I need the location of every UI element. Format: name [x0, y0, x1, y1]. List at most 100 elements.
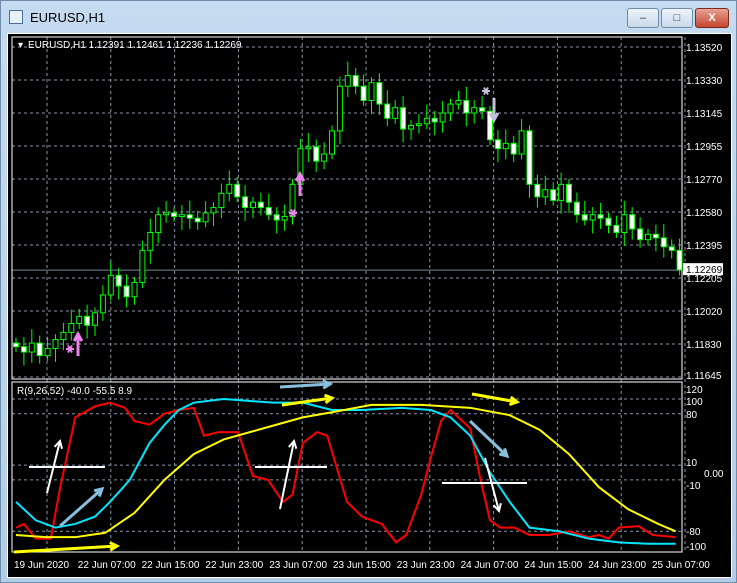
chart-canvas[interactable]: 1.13520 1.13330 1.13145 1.12955 1.12770 1.125…	[8, 34, 731, 577]
trend-arrow-icon	[281, 396, 333, 407]
white-down-arrow-icon	[484, 457, 500, 512]
symbol-ohlc-header: EURUSD,H1 1.12391 1.12461 1.12236 1.1226…	[28, 40, 242, 51]
price-tick-label: 1.12205	[686, 274, 723, 285]
candle-body	[289, 183, 296, 217]
candle-body	[352, 75, 359, 87]
asterisk-stroke	[483, 87, 489, 95]
candle-body	[186, 214, 193, 219]
candle-body	[234, 183, 241, 198]
candle-body	[415, 123, 422, 126]
indicator-pane-frame	[11, 381, 683, 553]
candle-body	[613, 224, 620, 234]
candle-body	[257, 201, 264, 209]
candle-body	[20, 346, 27, 353]
candle-body	[273, 214, 280, 221]
candle-body	[668, 246, 675, 251]
candle-body	[84, 315, 91, 326]
asterisk-signal-icon	[482, 87, 490, 95]
candle-body	[68, 322, 75, 333]
level-tick-label: 100	[686, 397, 703, 408]
white-down-arrow-icon-head	[492, 502, 502, 514]
candle-body	[652, 233, 659, 239]
main-header-icon[interactable]: ▾	[18, 40, 23, 51]
current-price-box	[683, 263, 723, 276]
candle-body	[281, 215, 288, 221]
price-tick-label: 1.13330	[686, 76, 723, 87]
candle-body	[400, 107, 407, 130]
asterisk-signal-icon	[289, 209, 297, 217]
candle-body	[431, 117, 438, 123]
candle-body	[542, 189, 549, 198]
candle-body	[305, 146, 312, 150]
close-button[interactable]: X	[695, 8, 729, 28]
buy-arrow-icon-head	[72, 330, 84, 342]
maximize-button[interactable]: □	[661, 8, 693, 28]
candle-body	[502, 142, 509, 150]
asterisk-stroke	[290, 209, 296, 217]
candle-body	[360, 85, 367, 102]
trend-arrow-icon-head	[323, 393, 336, 404]
candle-body	[408, 124, 414, 130]
candle-body	[676, 249, 683, 271]
candle-body	[131, 281, 138, 298]
time-tick-label: 22 Jun 23:00	[205, 560, 263, 571]
level-tick-label: -100	[686, 542, 706, 553]
candle-body	[265, 207, 272, 216]
level-tick-label: -80	[686, 527, 701, 538]
white-up-arrow-icon	[46, 440, 61, 494]
candle-body	[52, 339, 59, 349]
candle-body	[76, 315, 83, 324]
level-tick-label: 10	[686, 458, 698, 469]
candle-body	[107, 274, 114, 296]
yellow-series-line	[15, 403, 677, 539]
candle-body	[178, 214, 185, 217]
candle-body	[344, 75, 351, 87]
candle-body	[210, 207, 217, 214]
candle-body	[605, 217, 612, 226]
candle-body	[202, 212, 209, 223]
current-price-label: 1.12269	[686, 265, 723, 276]
candle-body	[566, 183, 572, 203]
candle-body	[13, 342, 19, 348]
time-tick-label: 25 Jun 07:00	[652, 560, 710, 571]
candle-body	[99, 294, 106, 314]
time-tick-label: 22 Jun 07:00	[78, 560, 136, 571]
time-tick-label: 24 Jun 07:00	[461, 560, 519, 571]
candle-body	[60, 331, 67, 341]
candle-body	[376, 82, 383, 105]
candle-body	[526, 130, 533, 185]
candle-body	[155, 214, 162, 234]
candle-body	[463, 100, 470, 114]
price-tick-label: 1.11645	[686, 371, 722, 382]
candle-body	[645, 233, 651, 241]
candle-body	[589, 214, 596, 221]
white-up-arrow-icon	[279, 440, 295, 510]
asterisk-signal-icon	[66, 345, 74, 353]
price-tick-label: 1.12020	[686, 307, 723, 318]
candle-body	[242, 196, 249, 209]
time-tick-label: 22 Jun 15:00	[142, 560, 200, 571]
candle-body	[494, 139, 501, 150]
candle-body	[139, 249, 146, 283]
title-bar[interactable]: EURUSD,H1 – □ X	[1, 1, 737, 33]
candle-body	[597, 214, 604, 219]
level-tick-label: -10	[686, 481, 701, 492]
candle-body	[321, 153, 328, 162]
candle-body	[218, 192, 225, 209]
candle-body	[313, 146, 320, 162]
time-tick-label: 19 Jun 2020	[14, 560, 69, 571]
red-series-line	[15, 401, 676, 544]
asterisk-stroke	[67, 345, 73, 353]
candle-body	[36, 342, 43, 357]
trend-arrow-icon	[279, 382, 331, 389]
level-tick-label: 80	[686, 410, 698, 421]
trend-arrow-icon-head	[322, 379, 334, 390]
window-title: EURUSD,H1	[30, 10, 106, 25]
chart-area[interactable]: 1.13520 1.13330 1.13145 1.12955 1.12770 1.125…	[7, 33, 732, 578]
price-tick-label: 1.13145	[686, 109, 723, 120]
candle-body	[518, 130, 525, 155]
minimize-button[interactable]: –	[627, 8, 659, 28]
candle-body	[194, 217, 201, 223]
white-up-arrow-icon-head	[53, 438, 63, 449]
